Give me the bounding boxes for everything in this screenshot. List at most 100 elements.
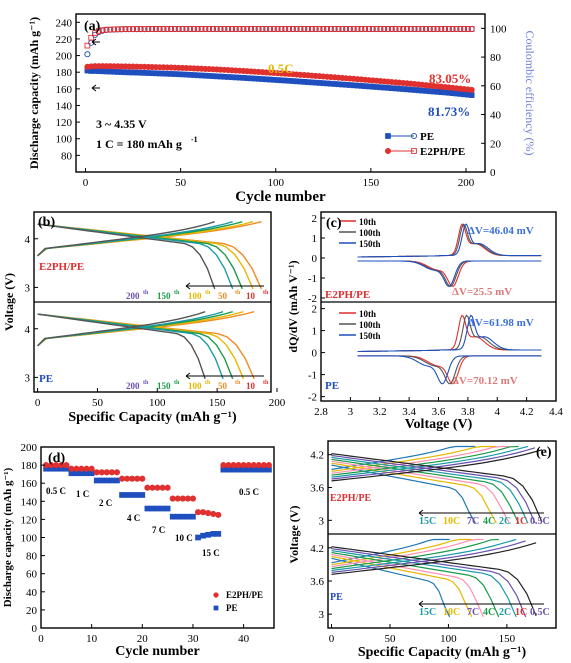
rate-charge-curve <box>331 542 537 575</box>
x-tick-label: 30 <box>187 633 199 645</box>
rate-charge-curve <box>331 445 519 476</box>
y-tick-label: 220 <box>56 34 73 46</box>
pe-rate-point <box>154 505 161 512</box>
rate-discharge-curve <box>331 456 529 524</box>
y-tick-label: 140 <box>21 496 38 508</box>
e2ph-ce-point <box>183 26 190 32</box>
dqdv-discharge-curve <box>357 355 542 385</box>
e2ph-ce-point <box>343 26 349 32</box>
e2ph-ce-point <box>377 26 384 32</box>
y-tick-label: 100 <box>56 134 73 146</box>
subplot-label: E2PH/PE <box>325 289 370 301</box>
y-tick-label: 0 <box>490 167 496 179</box>
e2ph-ce-point <box>400 26 407 32</box>
rate-label: 0.5 C <box>46 486 66 496</box>
y2-axis-label: Coulombic efficiency (%) <box>523 30 537 155</box>
e2ph-rate-point <box>240 462 247 469</box>
e2ph-ce-point <box>236 26 243 32</box>
x-tick-label: 0 <box>38 633 44 645</box>
discharge-curve <box>37 313 255 380</box>
y-tick-label: 3 <box>25 372 31 384</box>
panel-label: (a) <box>84 19 101 34</box>
rate-charge-curve <box>331 538 499 570</box>
e2ph-ce-point <box>240 26 247 32</box>
arrow-icon <box>418 509 544 517</box>
y-tick-label: 4 <box>25 234 31 246</box>
y-tick-label: 3 <box>319 515 325 527</box>
legend-label: 10th <box>359 217 376 227</box>
e2ph-ce-point <box>297 26 304 32</box>
e2ph-ce-point <box>339 26 346 32</box>
x-tick-label: 200 <box>458 177 475 189</box>
e2ph-ce-point <box>191 26 197 32</box>
e2ph-retention: 83.05% <box>429 71 471 86</box>
discharge-curve <box>37 313 234 380</box>
legend-marker <box>384 147 392 155</box>
e2ph-ce-point <box>137 26 144 32</box>
e2ph-ce-point <box>335 26 342 32</box>
e2ph-ce-point <box>134 26 140 32</box>
e2ph-rate-point <box>73 465 80 472</box>
e2ph-ce-point <box>423 26 429 32</box>
pe-rate-point <box>174 513 181 520</box>
e2ph-ce-point <box>434 26 441 32</box>
pe-rate-point <box>169 513 176 520</box>
legend-label: 150th <box>359 331 381 341</box>
y-axis-label: Voltage (V) <box>287 506 301 564</box>
e2ph-rate-point <box>144 484 151 491</box>
e2ph-rate-point <box>129 475 136 482</box>
rate-discharge-curve <box>331 550 517 618</box>
cycle-label-sup: th <box>174 380 180 386</box>
e2ph-ce-point <box>419 26 426 32</box>
y-tick-label: 200 <box>56 51 73 63</box>
e2ph-rate-point <box>124 475 131 482</box>
e2ph-ce-point <box>290 26 296 32</box>
cycle-label: 100 <box>188 381 202 391</box>
e2ph-ce-point <box>141 26 148 32</box>
e2ph-ce-point <box>179 26 186 32</box>
y-tick-label: 3 <box>25 282 31 294</box>
dqdv-discharge-curve <box>357 260 542 287</box>
e2ph-ce-point <box>309 26 315 32</box>
e2ph-ce-point <box>168 26 174 32</box>
cycle-label: 200 <box>126 381 140 391</box>
e2ph-ce-point <box>278 26 285 32</box>
pe-rate-point <box>114 477 120 484</box>
e2ph-ce-point <box>217 26 224 32</box>
e2ph-ce-point <box>407 26 414 32</box>
y-tick-label: 120 <box>56 117 73 129</box>
pe-capacity-point <box>468 92 475 98</box>
e2ph-rate-point <box>255 462 262 469</box>
y-axis-label: dQ/dV (mAh V⁻¹) <box>286 260 300 352</box>
e2ph-ce-point <box>404 26 410 32</box>
y-tick-label: 180 <box>21 460 38 472</box>
pe-rate-point <box>190 513 196 520</box>
legend-label-pe: PE <box>420 131 434 143</box>
e2ph-ce-point <box>118 26 125 32</box>
rate-discharge-curve <box>331 553 485 618</box>
e2ph-rate-point <box>205 510 212 517</box>
pe-rate-point <box>179 513 186 520</box>
rate-discharge-curve <box>331 546 537 617</box>
e2ph-ce-point <box>316 26 323 32</box>
subplot-label: PE <box>39 373 53 385</box>
discharge-curve <box>37 313 206 380</box>
rate-curve-label: 4C <box>483 516 495 527</box>
x-axis-label: Voltage (V) <box>405 417 473 432</box>
e2ph-rate-point <box>78 465 85 472</box>
arrow-icon <box>418 600 544 608</box>
e2ph-ce-point <box>369 26 376 32</box>
rate-label: 2 C <box>99 498 112 508</box>
e2ph-ce-point <box>270 26 277 32</box>
e2ph-ce-point <box>362 26 369 32</box>
legend-marker <box>410 132 418 140</box>
y-axis-label: Discharge capacity (mAh g⁻¹) <box>2 467 14 607</box>
x-tick-label: 100 <box>440 633 457 645</box>
x-tick-label: 50 <box>384 633 396 645</box>
e2ph-ce-point <box>282 26 289 32</box>
subplot-label: E2PH/PE <box>330 493 371 504</box>
e2ph-ce-point <box>324 26 330 32</box>
e2ph-ce-point <box>415 26 422 32</box>
subplot-label: PE <box>325 380 339 392</box>
pe-rate-point <box>205 531 212 538</box>
